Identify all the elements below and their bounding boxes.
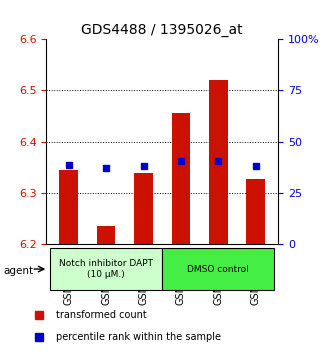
Bar xyxy=(171,113,190,244)
Text: transformed count: transformed count xyxy=(56,310,147,320)
Text: agent: agent xyxy=(3,266,33,276)
FancyBboxPatch shape xyxy=(50,248,162,290)
Bar xyxy=(209,80,228,244)
FancyBboxPatch shape xyxy=(162,248,274,290)
Bar xyxy=(60,170,78,244)
Bar xyxy=(97,226,116,244)
Text: DMSO control: DMSO control xyxy=(187,264,249,274)
Bar xyxy=(134,173,153,244)
Text: Notch inhibitor DAPT
(10 μM.): Notch inhibitor DAPT (10 μM.) xyxy=(59,259,153,279)
Text: percentile rank within the sample: percentile rank within the sample xyxy=(56,332,221,342)
Bar xyxy=(246,178,265,244)
Title: GDS4488 / 1395026_at: GDS4488 / 1395026_at xyxy=(81,23,243,36)
